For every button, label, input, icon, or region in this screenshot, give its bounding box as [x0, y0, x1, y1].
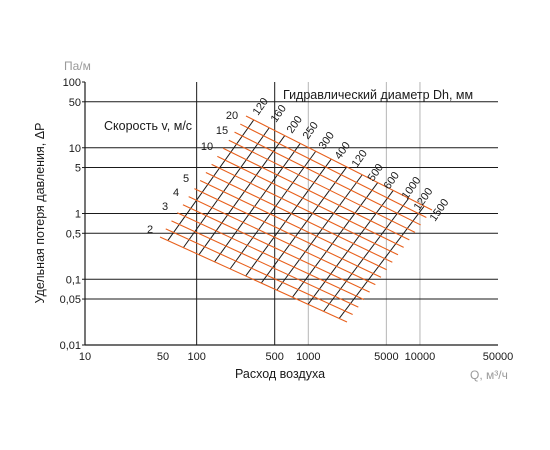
diameter-line — [260, 166, 348, 284]
diameter-label: 120 — [350, 148, 370, 170]
diameter-line — [229, 150, 317, 270]
velocity-line — [234, 131, 421, 226]
diameter-line — [338, 205, 425, 319]
velocity-label: 10 — [201, 141, 213, 153]
diameter-label: 300 — [317, 130, 337, 152]
y-unit-label: Па/м — [64, 59, 91, 73]
tick-labels: 10 50 100 500 1000 5000 10000 50000 100 50 10 5 1 0,5… — [60, 77, 514, 363]
x-axis-label: Расход воздуха — [235, 367, 325, 381]
x-tick-label: 50000 — [483, 351, 514, 363]
diameter-line — [214, 143, 301, 263]
diameter-label: 500 — [366, 162, 386, 184]
diameter-label: 1500 — [428, 197, 452, 224]
x-tick-label: 10 — [79, 351, 91, 363]
diameter-line — [307, 190, 394, 305]
x-tick-label: 50 — [157, 351, 169, 363]
x-tick-label: 500 — [266, 351, 284, 363]
velocity-line — [245, 115, 433, 211]
y-tick-label: 100 — [63, 77, 81, 89]
velocity-line — [217, 155, 404, 248]
velocity-line — [205, 171, 393, 263]
diameter-line — [292, 182, 379, 298]
velocity-label: 5 — [183, 173, 189, 185]
diameter-line — [245, 158, 332, 277]
velocity-line — [194, 188, 382, 278]
velocity-label: 20 — [226, 110, 238, 122]
velocity-line — [211, 163, 399, 256]
velocity-line — [199, 180, 387, 271]
y-axis-label: Удельная потеря давления, ΔP — [33, 123, 47, 304]
diameter-lines — [167, 119, 425, 319]
diameter-label: 600 — [382, 170, 402, 192]
diameter-title: Гидравлический диаметр Dh, мм — [283, 88, 473, 102]
velocity-label: 2 — [147, 224, 153, 236]
diameter-label: 400 — [333, 140, 353, 162]
y-tick-label: 50 — [69, 97, 81, 109]
velocity-label: 3 — [162, 201, 168, 213]
velocity-line — [188, 196, 376, 286]
velocity-line — [240, 123, 427, 218]
x-tick-label: 5000 — [374, 351, 398, 363]
y-tick-label: 0,5 — [66, 228, 81, 240]
diameter-line — [323, 197, 410, 312]
y-tick-label: 0,01 — [60, 340, 81, 352]
diameter-line — [182, 127, 270, 248]
velocity-line — [222, 147, 410, 241]
y-tick-label: 10 — [69, 143, 81, 155]
y-tick-label: 1 — [75, 209, 81, 221]
diameter-line — [167, 119, 255, 241]
diameter-line — [198, 135, 286, 256]
velocity-line — [228, 139, 416, 233]
velocity-label: 4 — [173, 187, 179, 199]
diameter-line — [276, 174, 363, 291]
velocity-line — [165, 228, 353, 316]
x-tick-label: 10000 — [405, 351, 436, 363]
velocity-line — [176, 212, 365, 301]
velocity-title: Скорость v, м/с — [104, 119, 192, 133]
y-tick-label: 0,1 — [66, 274, 81, 286]
velocity-label: 15 — [216, 125, 228, 137]
velocity-line — [159, 236, 348, 323]
velocity-line — [171, 220, 359, 308]
diameter-label: 250 — [301, 120, 321, 142]
x-tick-label: 1000 — [296, 351, 320, 363]
velocity-line — [182, 204, 370, 293]
x-unit-label: Q, м³/ч — [470, 368, 508, 382]
velocity-lines — [159, 115, 433, 323]
y-tick-label: 0,05 — [60, 294, 81, 306]
x-tick-label: 100 — [187, 351, 205, 363]
diameter-label: 160 — [269, 103, 289, 125]
y-tick-label: 5 — [75, 163, 81, 175]
diameter-label: 120 — [251, 96, 271, 118]
